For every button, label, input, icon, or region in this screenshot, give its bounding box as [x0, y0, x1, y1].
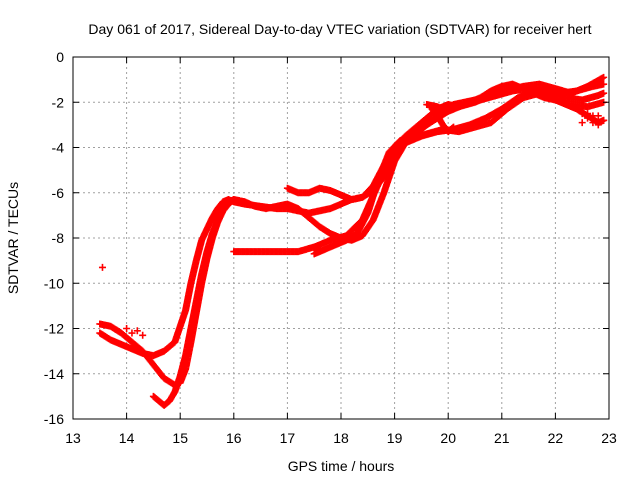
data-point [139, 331, 147, 339]
data-point [600, 116, 608, 124]
x-tick-label: 15 [172, 430, 188, 446]
x-tick-label: 21 [494, 430, 510, 446]
data-point [573, 105, 581, 113]
chart-title: Day 061 of 2017, Sidereal Day-to-day VTE… [88, 21, 591, 37]
x-axis-label: GPS time / hours [288, 458, 395, 474]
data-point [133, 327, 141, 335]
series-arc-8 [428, 105, 458, 136]
series-arc-9 [573, 105, 608, 129]
data-point [578, 119, 586, 127]
x-tick-label: 18 [333, 430, 349, 446]
series-isolated [98, 263, 147, 339]
interp-marker [598, 80, 606, 88]
x-tick-label: 19 [387, 430, 403, 446]
x-tick-label: 20 [440, 430, 456, 446]
data-point [98, 263, 106, 271]
y-tick-label: -4 [52, 140, 65, 156]
interp-marker [449, 124, 457, 132]
y-axis-label: SDTVAR / TECUs [5, 182, 21, 294]
y-tick-label: -14 [44, 366, 64, 382]
y-tick-label: -2 [52, 94, 65, 110]
y-tick-label: -6 [52, 185, 65, 201]
x-tick-label: 17 [280, 430, 296, 446]
interp-marker [491, 92, 499, 100]
x-tick-label: 16 [226, 430, 242, 446]
y-tick-label: -12 [44, 321, 64, 337]
interp-marker [598, 74, 606, 82]
data-point [594, 121, 602, 129]
data-point [584, 110, 592, 118]
data-point [128, 329, 136, 337]
interp-marker [239, 198, 247, 206]
data-point [123, 325, 131, 332]
x-tick-label: 22 [548, 430, 564, 446]
y-tick-label: 0 [56, 49, 64, 65]
data-point [589, 119, 597, 127]
data-point [594, 112, 602, 120]
y-tick-label: -8 [52, 230, 65, 246]
interp-marker [599, 90, 607, 98]
data-series [96, 73, 608, 409]
x-tick-label: 14 [119, 430, 135, 446]
y-tick-label: -10 [44, 275, 64, 291]
y-tick-label: -16 [44, 411, 64, 427]
series-arc-3 [149, 196, 249, 409]
axis-ticks: 13 14 15 16 17 18 19 20 21 22 23 0 -2 -4 -6 -8 -10 -12 -14… [44, 49, 617, 446]
x-tick-label: 23 [601, 430, 617, 446]
x-tick-label: 13 [65, 430, 81, 446]
